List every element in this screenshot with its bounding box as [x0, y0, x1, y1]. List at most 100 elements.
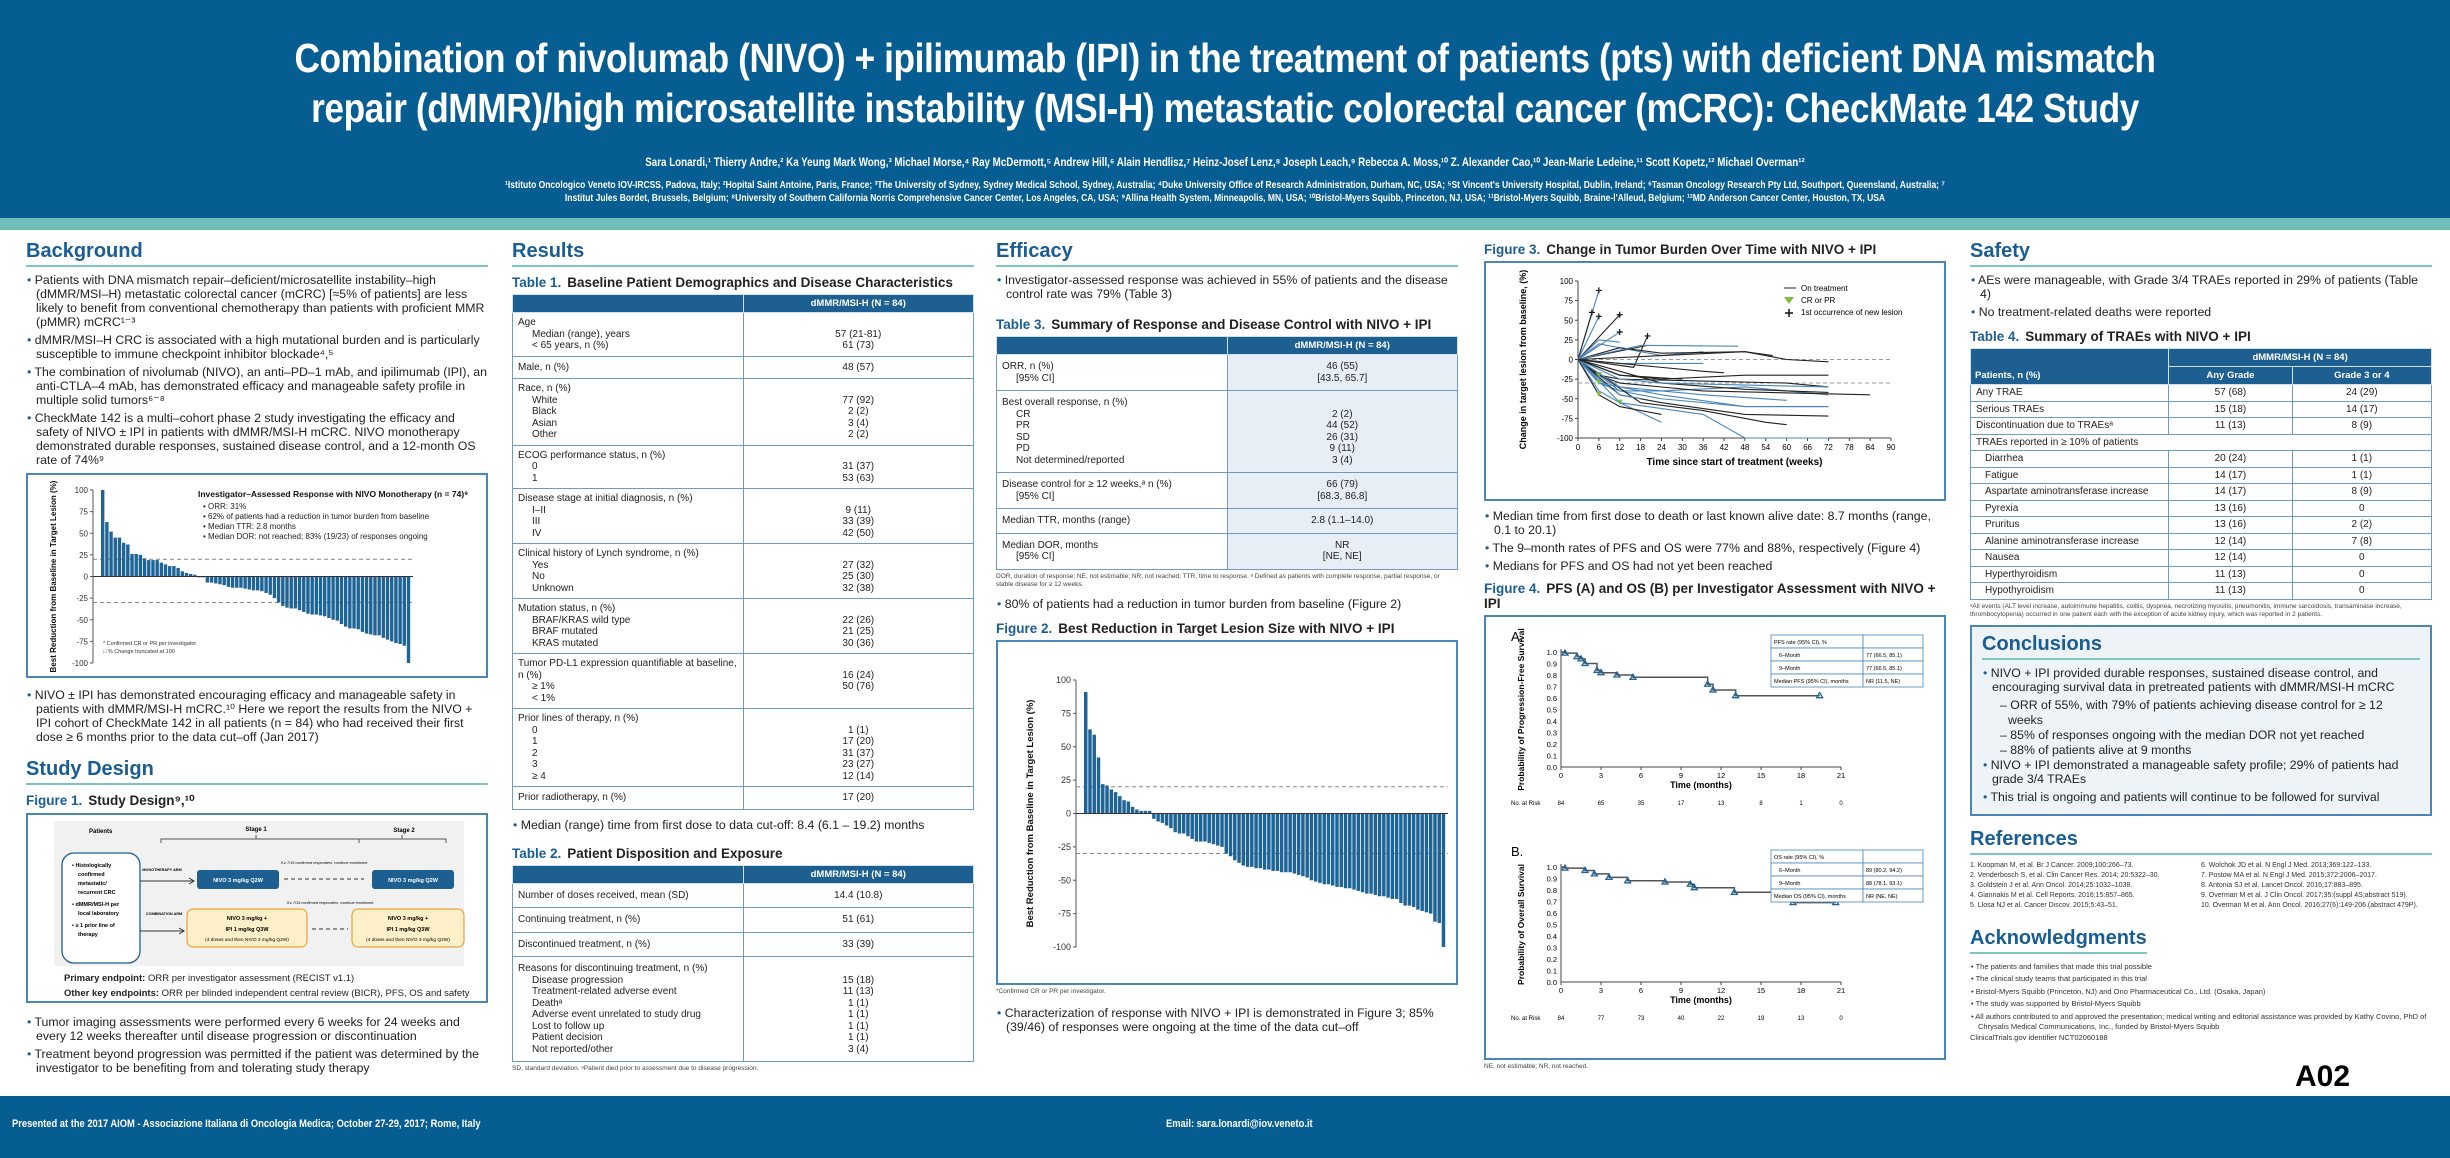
table-row: Discontinuation due to TRAEsᵃ 11 (13) 8 (9…	[1969, 417, 2433, 435]
table1-demographics: dMMR/MSI-H (N = 84) Age Median (range), ye…	[512, 294, 974, 810]
bar	[101, 490, 105, 577]
sub-row-value: 26 (31)	[1326, 431, 1359, 443]
rate-table-cell	[1862, 673, 1924, 688]
bar	[235, 576, 239, 588]
patient-line	[1577, 359, 1829, 417]
bar	[1411, 813, 1416, 907]
criteria-text: therapy	[78, 932, 99, 938]
sub-row-value: 17 (20)	[842, 736, 875, 747]
bar	[1288, 813, 1292, 872]
censor-marker	[1731, 691, 1740, 699]
x-tick-label: 21	[1837, 986, 1845, 995]
bar	[381, 576, 386, 638]
bar	[1207, 813, 1211, 843]
combo-arm-label: COMBINATION ARM	[146, 912, 183, 916]
bar	[331, 576, 335, 620]
y-tick-label: 0.5	[1547, 706, 1557, 715]
bar	[377, 576, 381, 636]
y-axis-label: Probability of Overall Survival	[1516, 864, 1526, 985]
mono-stage2-box	[372, 870, 454, 889]
patient-line	[1577, 314, 1621, 360]
x-tick-label: 12	[1717, 771, 1725, 780]
x-tick-label: 54	[1761, 443, 1770, 452]
bar	[1186, 813, 1190, 836]
rate-table-cell	[1862, 849, 1924, 864]
sub-row-label: SD	[1016, 431, 1030, 443]
rate-table-value: 88 (78.1, 93.1)	[1866, 881, 1902, 887]
censor-marker	[1592, 666, 1602, 674]
figure4-box: A. 0.0 0.1 0.2 0.3 0.4 0.5 0.6 0.7 0.8 0.9 1.0 0 3 6 9 1…	[1484, 615, 1946, 1060]
sub-row-value: 1 (1)	[847, 1009, 869, 1020]
figure3-title: Figure 3. Change in Tumor Burden Over Tim…	[1484, 242, 1877, 257]
bar	[1433, 813, 1437, 922]
censor-marker	[1686, 879, 1695, 887]
poster-title: Combination of nivolumab (NIVO) + ipilim…	[294, 35, 2156, 131]
reference-item: 4. Giannakis M et al. Cell Reports. 2016…	[1970, 891, 2135, 899]
y-tick-label: 0.3	[1547, 944, 1557, 953]
y-axis-label: Probability of Progression-Free Survival	[1516, 628, 1526, 791]
table-row: Hyperthyroidism 11 (13) 0	[1969, 565, 2433, 583]
bar	[1160, 813, 1165, 823]
y-tick-label: 25	[1061, 775, 1071, 785]
x-tick-label: 84	[1866, 443, 1875, 452]
sub-row-value: 9 (11)	[845, 504, 871, 516]
row-label: Clinical history of Lynch syndrome, n (%…	[518, 548, 699, 559]
mono-dose: NIVO 3 mg/kg Q2W	[388, 878, 439, 884]
bar	[113, 537, 117, 577]
bar	[390, 576, 394, 642]
table-row: Prior radiotherapy, n (%) 17 (20)	[512, 786, 974, 810]
row-label: Disease stage at initial diagnosis, n (%…	[518, 493, 693, 504]
patient-line	[1577, 358, 1829, 380]
bar	[1233, 813, 1237, 860]
cr-pr-marker	[1595, 380, 1602, 386]
bar	[1194, 813, 1199, 842]
rate-table-value: 89 (80.2, 94.2)	[1866, 868, 1902, 874]
bar	[151, 560, 155, 577]
bar	[1369, 813, 1373, 894]
bar	[1365, 813, 1369, 894]
bullet-item: Median time from first dose to death or …	[1484, 509, 1946, 537]
x-tick-label: 66	[1803, 443, 1812, 452]
at-risk-count: 65	[1598, 801, 1605, 807]
patient-line	[1577, 359, 1641, 400]
table-row: Number of doses received, mean (SD) 14.4 …	[512, 882, 974, 908]
table-row: Disease control for ≥ 12 weeks,ᵃ n (%) [9…	[996, 472, 1458, 509]
criteria-text: local laboratory	[78, 911, 120, 917]
column-safety: Safety AEs were manageable, with Grade 3…	[1969, 240, 2433, 1093]
x-tick-label: 6	[1597, 443, 1602, 452]
at-risk-count: 13	[1718, 801, 1725, 807]
sub-row-label: KRAS mutated	[532, 637, 599, 649]
x-axis-label: Time since start of treatment (weeks)	[1647, 457, 1823, 468]
bar	[394, 576, 398, 644]
acknowledgments-heading: Acknowledgments	[1970, 927, 2147, 954]
row-label: ORR, n (%)	[1002, 361, 1054, 372]
censor-marker	[1623, 876, 1632, 884]
table3-footnote: DOR, duration of response; NE, not estim…	[996, 572, 1440, 588]
table-row: ORR, n (%) [95% CI] 46 (55) [43.5, 65.7]	[996, 354, 1458, 391]
table3-response: dMMR/MSI-H (N = 84) ORR, n (%) [95% CI] 46 …	[996, 336, 1458, 570]
x-tick-label: 3	[1599, 771, 1603, 780]
bar	[134, 554, 138, 577]
x-tick-label: 6	[1639, 986, 1643, 995]
x-tick-label: 15	[1757, 986, 1765, 995]
bar	[1322, 813, 1326, 884]
sub-row-value: 44 (52)	[1326, 420, 1359, 431]
sub-row-label: I–II	[532, 504, 546, 516]
sub-row-value: 21 (25)	[842, 626, 875, 637]
efficacy-heading: Efficacy	[996, 240, 1458, 267]
stage-bracket	[160, 835, 447, 843]
table-row: Tumor PD-L1 expression quantifiable at b…	[512, 653, 974, 709]
reference-item: 7. Postow MA et al. N Engl J Med. 2015;3…	[2201, 871, 2377, 879]
bar	[310, 576, 314, 615]
sub-row-value: [43.5, 65.7]	[1317, 372, 1368, 384]
reference-item: 8. Antonia SJ et al. Lancet Oncol. 2016;…	[2201, 881, 2363, 889]
mono-chart-bullet: • ORR: 31%	[203, 502, 246, 511]
bar	[1399, 813, 1403, 903]
sub-row-value: 23 (27)	[842, 759, 875, 770]
reference-item: 1. Koopman M, et al. Br J Cancer. 2009;1…	[1970, 861, 2134, 869]
conclusion-sub-item: – 88% of patients alive at 9 months	[2000, 742, 2192, 757]
bar	[184, 573, 189, 577]
y-tick-label: 75	[1061, 708, 1071, 718]
x-tick-label: 24	[1657, 443, 1666, 452]
poster-code: A02	[2295, 1060, 2351, 1093]
